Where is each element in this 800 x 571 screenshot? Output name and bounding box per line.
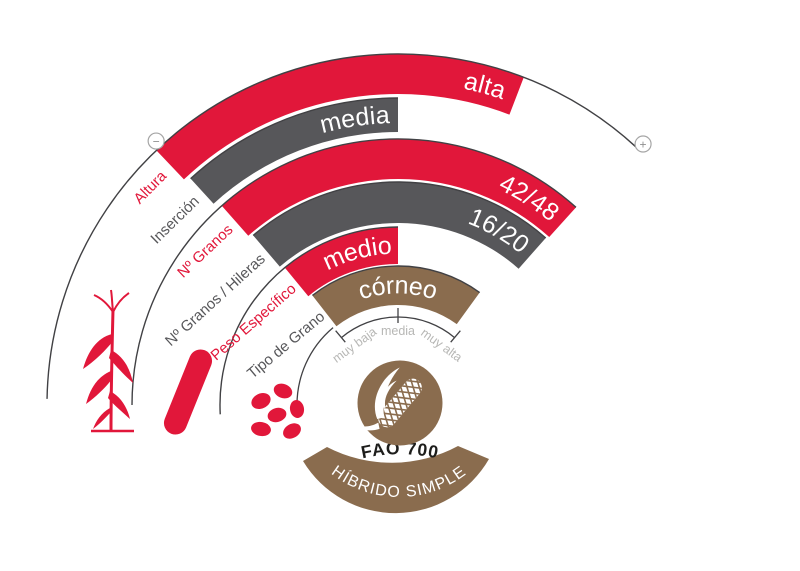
corn-kernels-illustration [251,383,305,439]
corn-cob-illustration [163,349,213,435]
scale-label-1: media [381,324,415,338]
plus-scale-icon: + [634,135,652,153]
scale-tick-0 [335,330,346,343]
inner-divider-line [296,327,334,409]
hybrid-type-band [303,446,489,514]
ring-bar-5 [312,266,480,327]
ring-bar-1 [190,98,398,204]
ring-bar-4 [284,227,398,297]
ring-bar-2 [221,138,576,238]
minus-scale-icon: − [147,132,165,150]
scale-label-0: muy baja [330,325,379,366]
ring-edge-line-4 [219,226,399,415]
corn-plant-illustration [83,289,134,433]
ring-edge-line-2 [131,138,577,406]
ring-edge-line-1 [190,97,399,180]
ring-edge-line-5 [311,265,481,297]
scale-label-2: muy alta [418,326,464,365]
ring-bar-3 [253,181,546,269]
svg-text:−: − [153,135,160,149]
ring-bar-0 [156,53,524,180]
ring-category-label-0: Altura [130,167,170,207]
lane-illustrations [83,289,305,439]
svg-text:+: + [640,138,647,152]
ring-category-label-2: Nº Granos [174,221,236,281]
ring-edge-line-3 [252,181,547,239]
ring-category-label-1: Inserción [147,193,202,248]
corn-cob-icon [356,367,426,432]
ring-edge-line-0 [46,53,638,399]
scale-tick-2 [450,330,461,343]
